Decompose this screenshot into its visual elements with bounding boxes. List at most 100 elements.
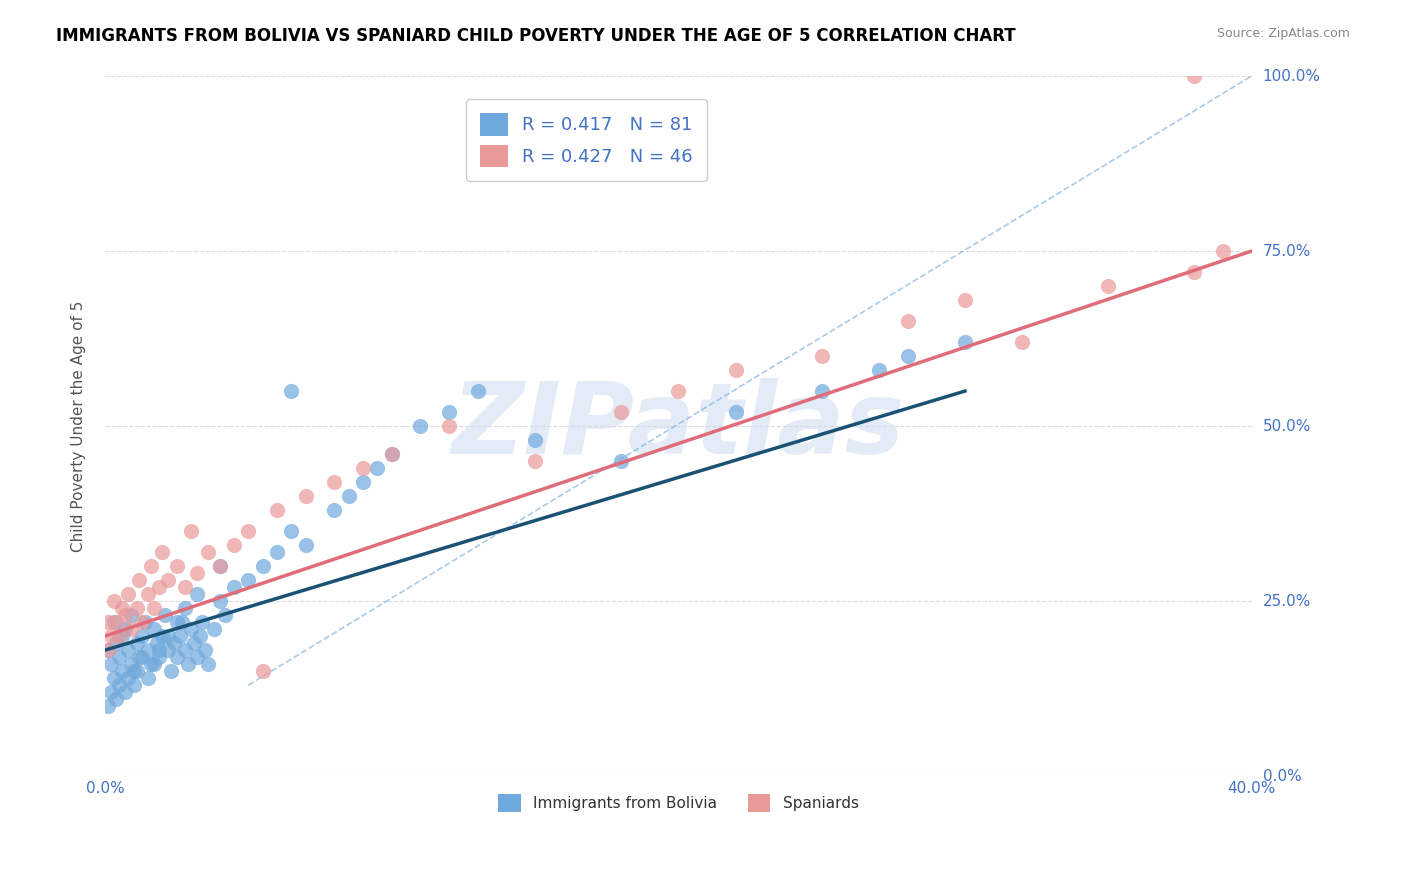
Point — [120, 657, 142, 672]
Point — [1182, 265, 1205, 279]
Point — [100, 629, 122, 643]
Point — [131, 629, 153, 643]
Point — [366, 461, 388, 475]
Point — [724, 363, 747, 377]
Point — [142, 601, 165, 615]
Point — [953, 334, 976, 349]
Point — [131, 650, 153, 665]
Point — [111, 601, 134, 615]
Point — [191, 615, 214, 629]
Point — [238, 524, 260, 538]
Point — [202, 622, 225, 636]
Point — [174, 601, 197, 615]
Text: Source: ZipAtlas.com: Source: ZipAtlas.com — [1216, 27, 1350, 40]
Point — [163, 636, 186, 650]
Point — [610, 454, 633, 468]
Point — [108, 629, 131, 643]
Point — [97, 643, 120, 657]
Point — [136, 587, 159, 601]
Point — [724, 405, 747, 419]
Point — [125, 664, 148, 678]
Point — [117, 587, 139, 601]
Point — [323, 475, 346, 489]
Point — [174, 643, 197, 657]
Point — [148, 580, 170, 594]
Point — [131, 615, 153, 629]
Point — [183, 636, 205, 650]
Point — [114, 685, 136, 699]
Point — [148, 650, 170, 665]
Point — [180, 622, 202, 636]
Point — [352, 461, 374, 475]
Point — [180, 524, 202, 538]
Point — [197, 545, 219, 559]
Point — [409, 419, 432, 434]
Point — [150, 545, 173, 559]
Point — [166, 559, 188, 574]
Point — [172, 615, 194, 629]
Point — [120, 608, 142, 623]
Point — [103, 615, 125, 629]
Point — [103, 594, 125, 608]
Point — [97, 699, 120, 714]
Point — [139, 559, 162, 574]
Legend: Immigrants from Bolivia, Spaniards: Immigrants from Bolivia, Spaniards — [485, 781, 870, 824]
Point — [157, 643, 180, 657]
Point — [266, 545, 288, 559]
Point — [1212, 244, 1234, 258]
Point — [214, 608, 236, 623]
Point — [186, 587, 208, 601]
Point — [120, 622, 142, 636]
Point — [134, 615, 156, 629]
Point — [1182, 69, 1205, 83]
Point — [337, 489, 360, 503]
Point — [897, 314, 920, 328]
Point — [122, 678, 145, 692]
Point — [157, 573, 180, 587]
Point — [252, 664, 274, 678]
Point — [169, 629, 191, 643]
Point — [157, 629, 180, 643]
Point — [145, 636, 167, 650]
Text: IMMIGRANTS FROM BOLIVIA VS SPANIARD CHILD POVERTY UNDER THE AGE OF 5 CORRELATION: IMMIGRANTS FROM BOLIVIA VS SPANIARD CHIL… — [56, 27, 1017, 45]
Point — [136, 643, 159, 657]
Point — [280, 524, 302, 538]
Point — [122, 664, 145, 678]
Point — [467, 384, 489, 398]
Point — [610, 405, 633, 419]
Point — [100, 657, 122, 672]
Point — [150, 629, 173, 643]
Point — [103, 671, 125, 685]
Text: 50.0%: 50.0% — [1263, 418, 1310, 434]
Text: ZIPatlas: ZIPatlas — [451, 377, 905, 475]
Point — [437, 405, 460, 419]
Point — [266, 503, 288, 517]
Point — [117, 671, 139, 685]
Point — [128, 650, 150, 665]
Point — [136, 671, 159, 685]
Point — [142, 657, 165, 672]
Point — [117, 643, 139, 657]
Point — [108, 650, 131, 665]
Point — [1097, 279, 1119, 293]
Point — [114, 622, 136, 636]
Text: 75.0%: 75.0% — [1263, 244, 1310, 259]
Point — [186, 650, 208, 665]
Point — [381, 447, 404, 461]
Y-axis label: Child Poverty Under the Age of 5: Child Poverty Under the Age of 5 — [72, 301, 86, 552]
Point — [177, 657, 200, 672]
Point — [114, 608, 136, 623]
Point — [186, 566, 208, 581]
Point — [523, 433, 546, 447]
Point — [160, 664, 183, 678]
Point — [128, 573, 150, 587]
Point — [97, 615, 120, 629]
Point — [810, 384, 832, 398]
Point — [153, 608, 176, 623]
Point — [381, 447, 404, 461]
Point — [125, 636, 148, 650]
Point — [194, 643, 217, 657]
Point — [666, 384, 689, 398]
Point — [1011, 334, 1033, 349]
Point — [252, 559, 274, 574]
